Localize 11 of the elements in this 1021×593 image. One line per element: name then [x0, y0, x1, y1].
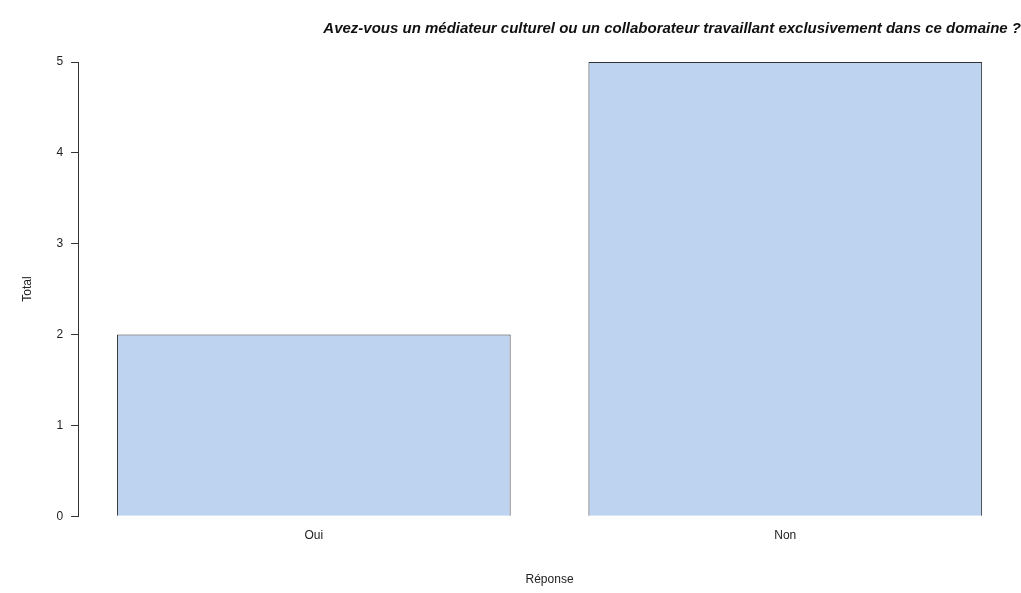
- chart-title: Avez-vous un médiateur culturel ou un collaborateur travaillant exclusivement dans ce domaine ?: [322, 19, 1021, 37]
- y-tick-label: 1: [56, 417, 64, 432]
- x-axis-title: Réponse: [525, 572, 574, 587]
- y-tick-label: 2: [56, 326, 64, 341]
- y-tick-label: 5: [56, 54, 64, 69]
- x-tick-label: Non: [774, 527, 797, 542]
- y-tick-label: 3: [56, 235, 64, 250]
- x-tick-label: Oui: [304, 527, 324, 542]
- y-axis-title: Total: [19, 276, 34, 302]
- y-tick-label: 4: [56, 145, 64, 160]
- y-tick-label: 0: [56, 508, 64, 523]
